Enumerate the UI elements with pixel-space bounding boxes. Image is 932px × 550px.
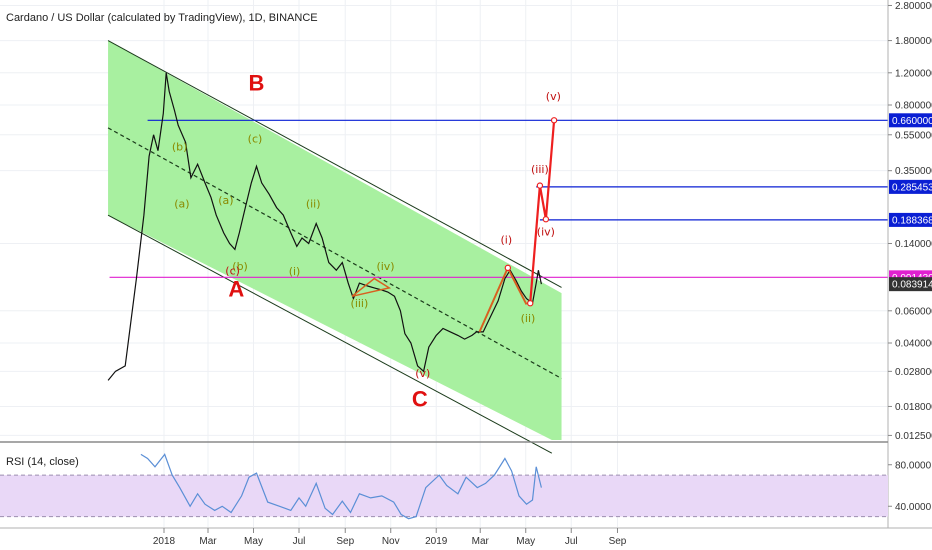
projection-markers	[504, 117, 558, 307]
price-tag-label: 0.660000	[892, 116, 932, 127]
wave-labels: (a)(b)(a)(b)(c)(c)(ii)(i)(iii)(iv)(v)(i)…	[172, 90, 561, 380]
price-series-line	[107, 72, 542, 381]
abc-label: A	[228, 276, 244, 301]
price-tag-box	[889, 113, 932, 128]
rsi-tick-label: 40.0000	[895, 502, 932, 513]
price-tag-label: 0.285453	[892, 182, 932, 193]
wave-label: (iii)	[351, 297, 369, 310]
projection-path	[529, 120, 556, 304]
wave-label: (b)	[172, 141, 188, 154]
price-tag-box	[889, 212, 932, 227]
price-pane[interactable]: (a)(b)(a)(b)(c)(c)(ii)(i)(iii)(iv)(v)(i)…	[0, 0, 888, 527]
time-tick-label: May	[244, 536, 263, 547]
wave-label: (iv)	[376, 260, 394, 273]
wave-label: (iv)	[537, 225, 555, 238]
wave-label: (v)	[546, 90, 561, 103]
time-tick-label: May	[516, 536, 535, 547]
rsi-pane[interactable]: RSI (14, close) 80.0000 40.0000	[0, 453, 932, 520]
time-tick-label: 2018	[153, 536, 176, 547]
rsi-label: RSI (14, close)	[6, 456, 79, 468]
price-tag-label: 0.083914	[892, 280, 932, 291]
wave-label: (i)	[289, 265, 301, 278]
time-axis[interactable]: 2018 Mar May Jul Sep Nov 2019 Mar May Jul Sep	[0, 527, 932, 547]
price-tag-box	[889, 179, 932, 194]
triangle-pattern-path	[351, 277, 392, 298]
time-tick-label: 2019	[425, 536, 448, 547]
abc-labels: A B C	[228, 71, 427, 412]
wave-label: (c)	[225, 264, 240, 277]
wave-label: (i)	[501, 233, 513, 246]
wave-label: (a)	[218, 194, 233, 207]
wave-label: (b)	[232, 260, 248, 273]
rsi-tick-labels: 80.0000 40.0000	[888, 460, 932, 513]
chart-title: Cardano / US Dollar (calculated by Tradi…	[6, 12, 318, 24]
time-tick-label: Sep	[609, 536, 627, 547]
wave-label: (ii)	[306, 198, 321, 211]
price-tag-label: 0.188368	[892, 215, 932, 226]
projection-marker	[550, 117, 558, 124]
abc-label: B	[249, 71, 265, 96]
wave-label: (c)	[248, 132, 263, 145]
wave-label: (a)	[174, 198, 189, 211]
rsi-tick-label: 80.0000	[895, 460, 932, 471]
projection-marker	[542, 216, 550, 223]
channel-lower-line	[107, 214, 553, 454]
time-tick-label: Jul	[293, 536, 306, 547]
projection-marker	[536, 182, 544, 189]
grid-lines	[0, 0, 888, 527]
time-tick-label: Sep	[336, 536, 354, 547]
time-tick-label: Mar	[199, 536, 217, 547]
horizontal-levels	[109, 119, 888, 278]
channel-fill	[108, 40, 562, 440]
time-tick-label: Mar	[472, 536, 490, 547]
time-tick-label: Jul	[565, 536, 578, 547]
wave-label: (ii)	[521, 312, 536, 325]
rsi-line	[140, 453, 542, 520]
projection-marker	[527, 300, 534, 307]
channel-mid-dashed-line	[107, 127, 562, 379]
abc-label: C	[412, 386, 428, 411]
wave-label: (v)	[415, 367, 430, 380]
price-tag-box	[889, 277, 932, 292]
time-tick-labels: 2018 Mar May Jul Sep Nov 2019 Mar May Jul Sep	[153, 528, 627, 547]
channel-upper-line	[107, 40, 562, 288]
wave-label: (iii)	[531, 163, 549, 176]
time-tick-label: Nov	[382, 536, 400, 547]
projection-marker	[504, 264, 512, 272]
